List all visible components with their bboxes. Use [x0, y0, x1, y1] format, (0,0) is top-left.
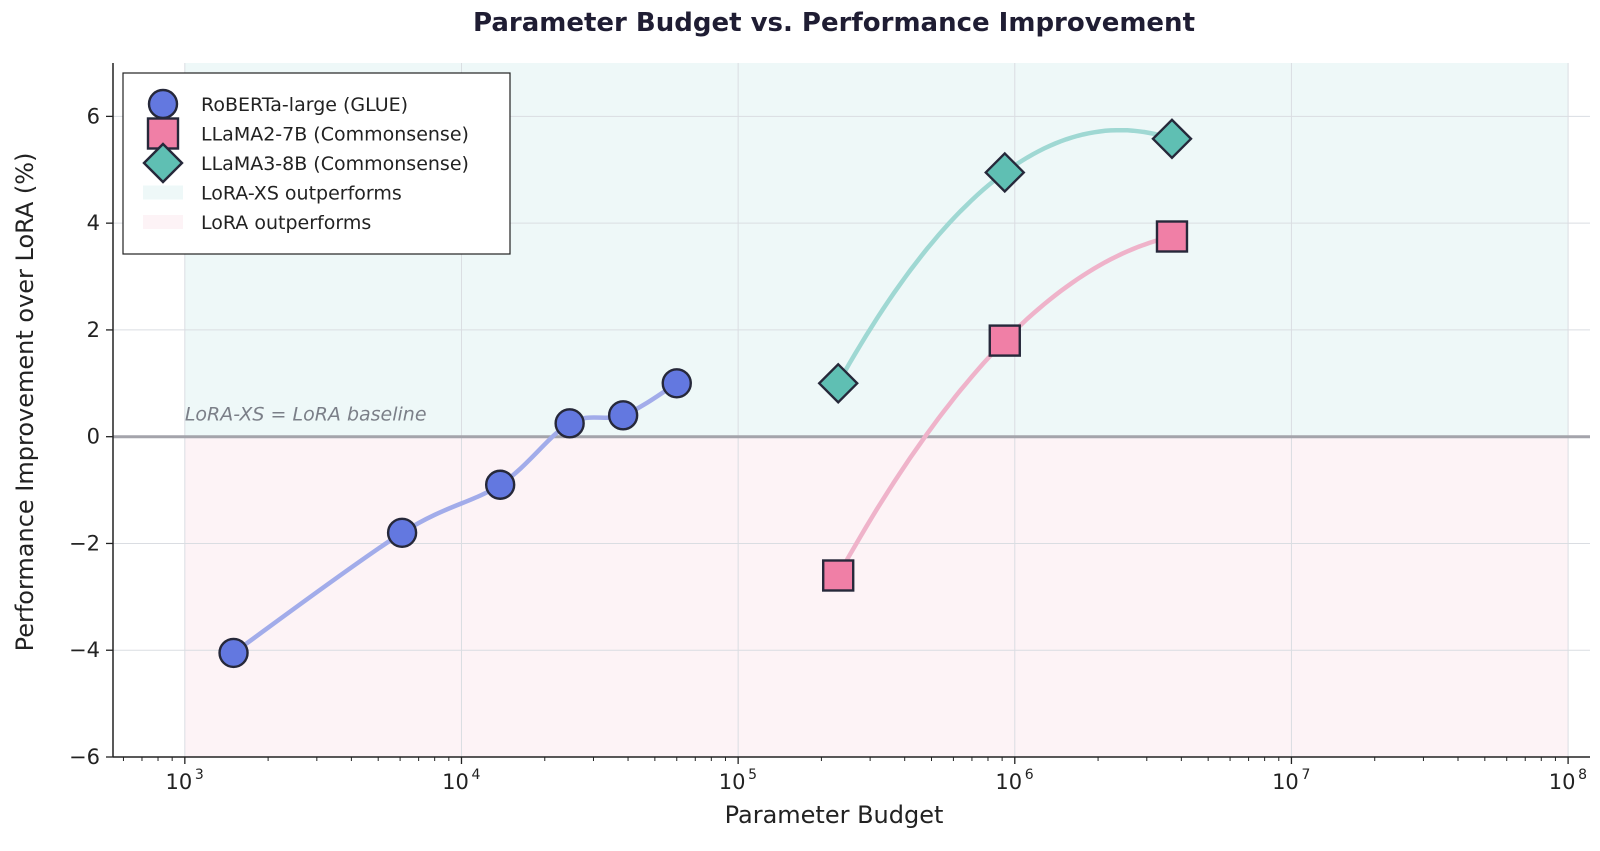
x-axis-label: Parameter Budget	[725, 801, 944, 829]
x-tick-label: 10	[719, 770, 746, 794]
legend-label: LoRA-XS outperforms	[201, 183, 402, 205]
y-tick-label: 4	[87, 211, 100, 235]
x-tick-exponent: 7	[1301, 767, 1310, 783]
y-tick-label: −6	[69, 745, 100, 769]
legend-label: LoRA outperforms	[201, 212, 371, 234]
baseline-label: LoRA-XS = LoRA baseline	[185, 404, 427, 426]
shaded-regions	[184, 63, 1569, 757]
y-tick-label: 0	[87, 425, 100, 449]
series-1-point	[484, 469, 516, 500]
series-2-point	[988, 324, 1021, 357]
x-tick-label: 10	[442, 770, 469, 794]
chart-title: Parameter Budget vs. Performance Improve…	[473, 8, 1195, 38]
legend-label: LLaMA2-7B (Commonsense)	[201, 124, 469, 146]
series-1-point	[607, 400, 639, 431]
y-tick-label: −4	[69, 638, 100, 662]
x-tick-exponent: 5	[748, 767, 757, 783]
series-1-point	[386, 517, 418, 548]
y-axis-label: Performance Improvement over LoRA (%)	[11, 153, 39, 652]
x-tick-label: 10	[1549, 770, 1576, 794]
baseline: LoRA-XS = LoRA baseline	[113, 404, 1590, 439]
series-3-point	[984, 151, 1026, 194]
x-tick-label: 10	[1272, 770, 1299, 794]
x-tick-label: 10	[995, 770, 1022, 794]
x-tick-exponent: 6	[1025, 767, 1034, 783]
legend-marker	[147, 88, 179, 120]
axes	[112, 63, 1590, 758]
x-tick-label: 10	[165, 770, 192, 794]
series-3-point	[1151, 118, 1193, 160]
legend-label: RoBERTa-large (GLUE)	[201, 94, 408, 116]
legend-box	[122, 72, 511, 255]
data-points	[218, 118, 1193, 669]
series-1-point	[218, 637, 249, 669]
y-tick-label: 2	[87, 318, 100, 342]
legend-patch	[143, 215, 183, 229]
series-3-point	[817, 362, 859, 405]
legend: RoBERTa-large (GLUE) LLaMA2-7B (Commonsen…	[122, 72, 511, 255]
series-2-point	[1155, 220, 1189, 253]
series-1-point	[661, 368, 692, 399]
y-tick-label: −2	[69, 531, 100, 555]
legend-label: LLaMA3-8B (Commonsense)	[201, 153, 469, 175]
legend-marker	[142, 142, 184, 184]
x-tick-exponent: 3	[195, 767, 204, 783]
y-tick-label: 6	[87, 104, 100, 128]
legend-patch	[143, 185, 183, 200]
series-1-point	[554, 408, 585, 439]
x-tick-exponent: 4	[471, 767, 480, 783]
x-tick-exponent: 8	[1578, 767, 1587, 783]
shaded-region-2	[184, 436, 1569, 757]
series-2-point	[822, 559, 855, 592]
